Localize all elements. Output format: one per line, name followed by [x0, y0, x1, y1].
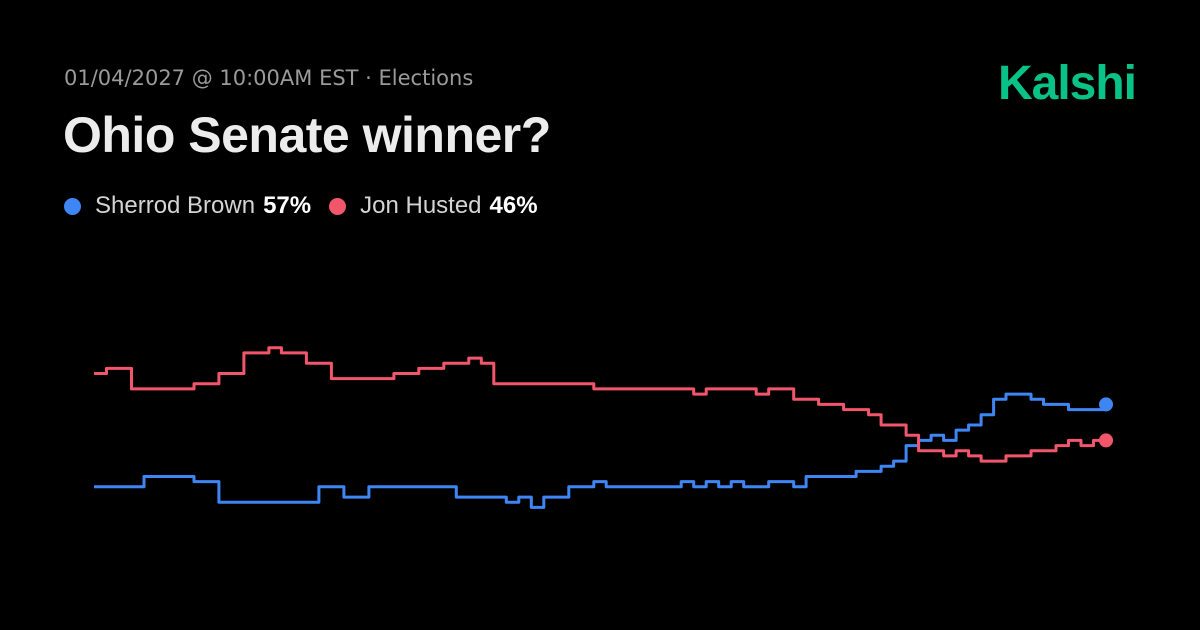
legend-dot-sherrod-brown [64, 197, 81, 215]
legend-value: 46% [489, 192, 538, 219]
page-title: Ohio Senate winner? [63, 107, 551, 163]
legend-label: Jon Husted [360, 192, 482, 219]
series-endpoint-jon-husted [1099, 433, 1113, 448]
legend-value: 57% [263, 192, 312, 219]
series-endpoint-sherrod-brown [1099, 397, 1113, 412]
market-meta: 01/04/2027 @ 10:00AM EST · Elections [64, 66, 474, 90]
series-line-jon-husted [94, 346, 1106, 463]
legend-item-jon-husted: Jon Husted 46% [329, 192, 538, 220]
kalshi-logo: Kalshi [997, 57, 1137, 110]
series-line-sherrod-brown [94, 392, 1108, 509]
legend-item-sherrod-brown: Sherrod Brown 57% [64, 192, 311, 220]
chart-legend: Sherrod Brown 57% Jon Husted 46% [64, 192, 556, 220]
legend-label: Sherrod Brown [95, 192, 256, 219]
legend-dot-jon-husted [329, 197, 347, 215]
